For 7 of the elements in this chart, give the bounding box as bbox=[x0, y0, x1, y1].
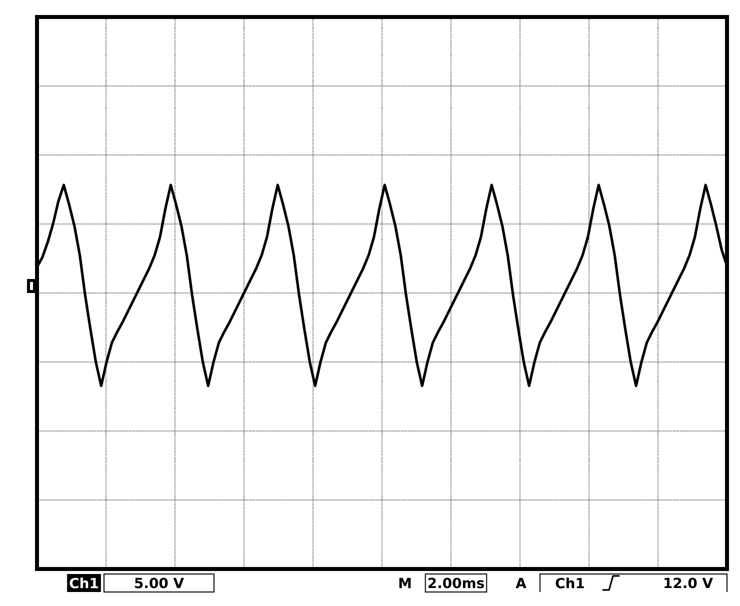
text: 5.00 V bbox=[135, 578, 184, 588]
text: 12.0 V bbox=[664, 578, 713, 588]
text: Ch1 bbox=[556, 578, 584, 588]
text: 2.00ms bbox=[428, 578, 484, 588]
text: Ch1 bbox=[70, 578, 98, 588]
text: M bbox=[399, 578, 411, 588]
text: A bbox=[516, 578, 526, 588]
